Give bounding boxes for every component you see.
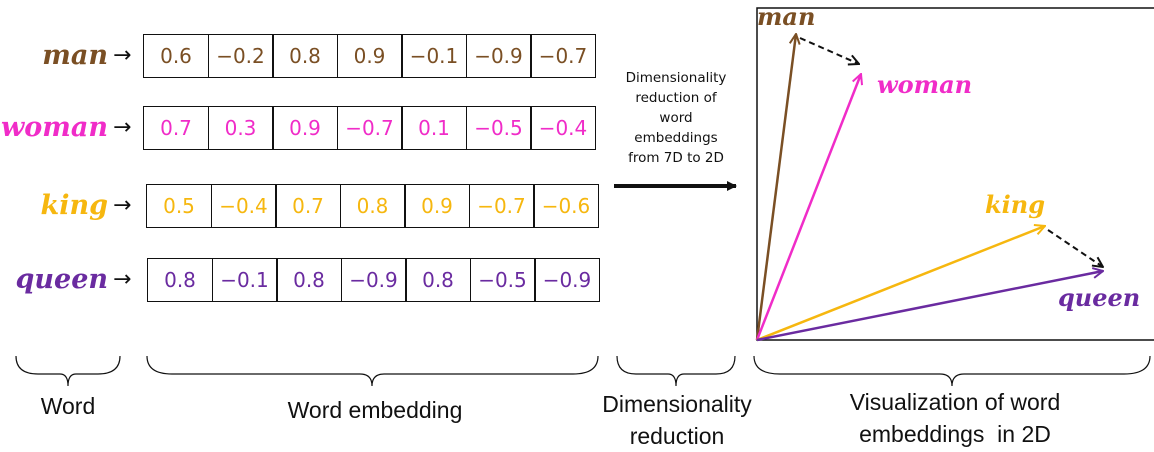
embedding-cell: 0.8	[147, 258, 213, 302]
row-arrow: →	[113, 193, 132, 218]
reduction-line: from 7D to 2D	[628, 150, 724, 166]
brace-embedding	[146, 355, 599, 387]
caption-embedding-text: Word embedding	[287, 397, 463, 423]
embedding-cell: −0.9	[465, 34, 532, 78]
embedding-cell: 0.9	[272, 106, 338, 150]
embedding-cell: −0.1	[401, 34, 467, 78]
row-arrow: →	[113, 115, 132, 140]
embedding-row-queen: 0.8 −0.1 0.8 −0.9 0.8 −0.5 −0.9	[147, 258, 600, 302]
caption-visualization: Visualization of word embeddings in 2D	[810, 386, 1100, 450]
embedding-cell: 0.8	[339, 184, 406, 228]
embedding-cell: 0.9	[336, 34, 403, 78]
embedding-cell: −0.4	[530, 106, 596, 150]
caption-word: Word	[16, 390, 120, 422]
embedding-cell: 0.7	[143, 106, 209, 150]
king-to-queen-arrow	[1047, 229, 1103, 267]
vector-king	[756, 226, 1045, 342]
embedding-row-woman: 0.7 0.3 0.9 −0.7 0.1 −0.5 −0.4	[143, 106, 596, 150]
caption-visualization-line: embeddings in 2D	[859, 421, 1051, 447]
row-arrow: →	[113, 43, 132, 68]
embedding-cell: 0.5	[146, 184, 212, 228]
embedding-row-man: 0.6 −0.2 0.8 0.9 −0.1 −0.9 −0.7	[143, 34, 596, 78]
embedding-cell: 0.7	[275, 184, 341, 228]
word-man: man	[42, 40, 108, 71]
embedding-cell: −0.6	[533, 184, 599, 228]
caption-reduction: Dimensionality reduction	[584, 388, 770, 452]
embedding-cell: 0.8	[272, 34, 338, 78]
vector-man	[755, 34, 796, 341]
reduction-line: reduction of	[635, 90, 717, 106]
brace-visualization	[753, 355, 1151, 387]
row-arrow: →	[113, 267, 132, 292]
label-man: man	[757, 2, 816, 31]
caption-embedding: Word embedding	[250, 394, 500, 426]
embedding-cell: −0.7	[336, 106, 403, 150]
label-woman: woman	[877, 70, 973, 99]
embedding-cell: 0.6	[143, 34, 209, 78]
caption-reduction-line: Dimensionality	[602, 391, 752, 417]
embedding-cell: 0.3	[207, 106, 274, 150]
embedding-cell: −0.4	[210, 184, 277, 228]
embedding-cell: −0.2	[207, 34, 274, 78]
word-king: king	[40, 190, 108, 221]
embedding-cell: −0.1	[211, 258, 278, 302]
embedding-cell: −0.9	[340, 258, 407, 302]
reduction-line: Dimensionality	[625, 70, 727, 86]
embedding-cell: 0.9	[404, 184, 470, 228]
word-queen: queen	[15, 264, 109, 295]
vector-queen	[756, 271, 1103, 342]
embedding-cell: 0.8	[276, 258, 342, 302]
reduction-line: word	[659, 110, 693, 126]
label-king: king	[985, 190, 1045, 219]
caption-reduction-line: reduction	[629, 423, 725, 449]
label-queen: queen	[1058, 283, 1141, 312]
man-to-woman-arrow	[799, 37, 859, 64]
embedding-row-king: 0.5 −0.4 0.7 0.8 0.9 −0.7 −0.6	[146, 184, 599, 228]
brace-word	[15, 355, 121, 387]
vector-woman	[755, 74, 861, 341]
embedding-cell: −0.5	[469, 258, 536, 302]
word-woman: woman	[1, 112, 108, 143]
caption-visualization-line: Visualization of word	[849, 389, 1061, 415]
plot-frame	[756, 7, 1154, 341]
embedding-cell: −0.9	[534, 258, 600, 302]
brace-reduction	[616, 355, 736, 387]
embedding-cell: −0.5	[465, 106, 532, 150]
caption-word-text: Word	[40, 393, 96, 419]
embedding-cell: −0.7	[468, 184, 535, 228]
embedding-cell: −0.7	[530, 34, 596, 78]
reduction-description: Dimensionality reduction of word embeddi…	[612, 68, 740, 168]
embedding-cell: 0.8	[405, 258, 471, 302]
embedding-cell: 0.1	[401, 106, 467, 150]
reduction-line: embeddings	[634, 130, 718, 146]
